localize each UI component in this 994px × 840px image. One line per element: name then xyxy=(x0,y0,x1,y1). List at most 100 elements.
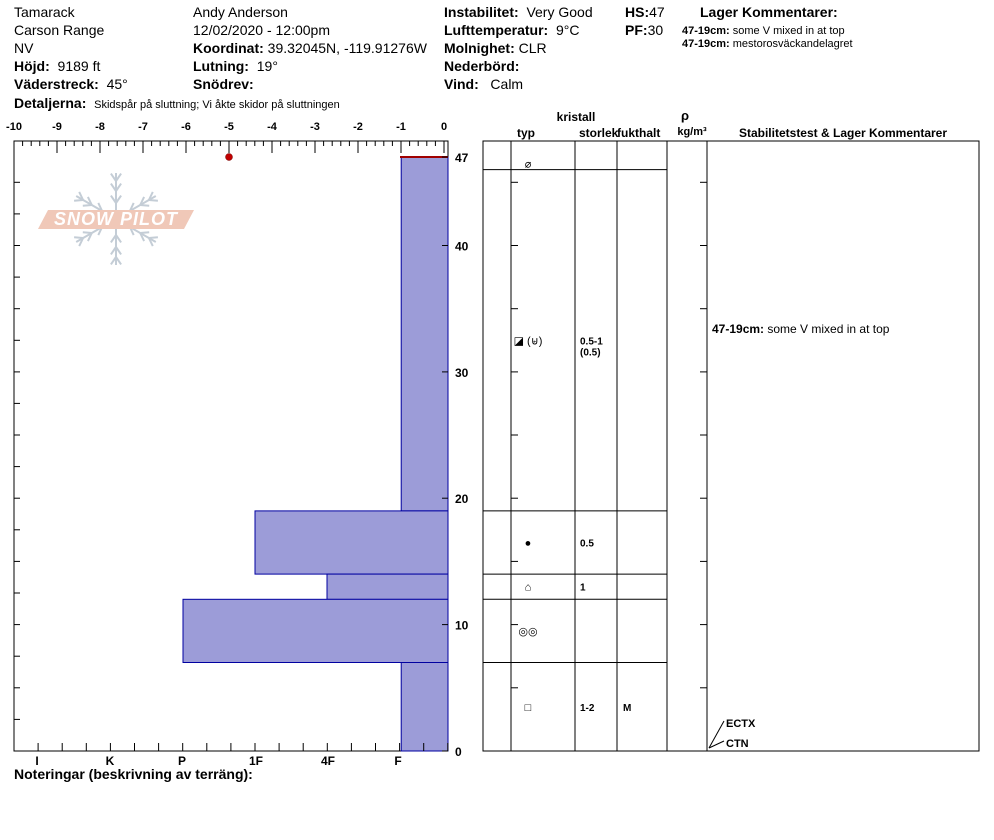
details-value: Skidspår på sluttning; Vi åkte skidor på… xyxy=(94,99,340,111)
stability-comment-range: 47-19cm: xyxy=(712,322,767,336)
temp-tick-label: -1 xyxy=(396,121,406,133)
hardness-tick-label: 4F xyxy=(321,754,335,768)
hardness-tick-label: I xyxy=(35,754,38,768)
snowflake-branch xyxy=(115,246,122,255)
coord-label: Koordinat: xyxy=(193,40,264,56)
stability-comment-text: some V mixed in at top xyxy=(767,322,889,336)
col-density-symbol: ρ xyxy=(681,108,689,123)
col-storlek-header: storlek xyxy=(579,126,619,140)
slope-label: Lutning: xyxy=(193,58,249,74)
height-tick-label: 0 xyxy=(455,745,462,759)
coord-value: 39.32045N, -119.91276W xyxy=(267,40,427,56)
snowflake-branch xyxy=(110,246,117,255)
height-tick-label: 40 xyxy=(455,240,469,254)
penetration-foot: PF:30 xyxy=(625,22,663,38)
elevation-label: Höjd: xyxy=(14,58,50,74)
snowflake-branch xyxy=(139,196,146,206)
wind-loading-label: Snödrev: xyxy=(193,76,254,92)
air-temp-label: Lufttemperatur: xyxy=(444,22,549,38)
snowflake-branch xyxy=(148,236,158,239)
details-label: Detaljerna: xyxy=(14,95,87,111)
snowflake-branch xyxy=(115,234,122,243)
temp-tick-label: -3 xyxy=(310,121,320,133)
grain-type-icon: ◎◎ xyxy=(518,626,537,638)
hardness-tick-label: K xyxy=(106,754,115,768)
sky-label: Molnighet: xyxy=(444,40,515,56)
snowflake-branch xyxy=(115,195,122,204)
snowflake-branch xyxy=(115,256,122,265)
grain-type-icon: ◪ (⊌) xyxy=(514,335,543,347)
instability: Instabilitet: Very Good xyxy=(444,4,593,20)
col-fukthalt-header: fukthalt xyxy=(617,126,660,140)
temperature-point xyxy=(225,153,233,161)
temp-tick-label: -9 xyxy=(52,121,62,133)
col-kristall-header: kristall xyxy=(557,110,596,124)
slope-value: 19° xyxy=(256,58,278,74)
hardness-bar xyxy=(182,598,449,663)
state-name: NV xyxy=(14,40,34,56)
layer-comment-range: 47-19cm: xyxy=(682,25,730,37)
snowflake-branch xyxy=(86,196,93,206)
col-stability-header: Stabilitetstest & Lager Kommentarer xyxy=(739,126,947,140)
elevation: Höjd: 9189 ft xyxy=(14,58,100,74)
notes-label: Noteringar (beskrivning av terräng): xyxy=(14,766,253,782)
wind: Vind: Calm xyxy=(444,76,523,92)
snowflake-branch xyxy=(110,183,117,192)
snowflake-branch xyxy=(78,191,85,201)
instability-value: Very Good xyxy=(526,4,593,20)
stability-test-arrow xyxy=(708,740,725,749)
snowflake-branch xyxy=(128,202,135,212)
aspect-value: 45° xyxy=(106,76,128,92)
wind-label: Vind: xyxy=(444,76,479,92)
grain-size-label: 0.5 xyxy=(580,539,594,550)
layer-comment-text: mestorosväckandelagret xyxy=(732,38,853,50)
logo-text: SNOW PILOT xyxy=(54,209,179,229)
grain-table-frame xyxy=(482,140,980,752)
air-temperature: Lufttemperatur: 9°C xyxy=(444,22,580,38)
snowflake-branch xyxy=(110,256,117,265)
hs-label: HS: xyxy=(625,4,650,20)
temp-tick-label: -6 xyxy=(181,121,191,133)
instability-label: Instabilitet: xyxy=(444,4,519,20)
grain-size-label: 1 xyxy=(580,583,586,594)
air-temp-value: 9°C xyxy=(556,22,580,38)
location-name: Tamarack xyxy=(14,4,75,20)
snow-height: HS:47 xyxy=(625,4,665,20)
snowflake-branch xyxy=(74,236,84,239)
snowflake-branch xyxy=(140,231,150,234)
grain-type-icon: ⌂ xyxy=(525,582,532,594)
layer-comment: 47-19cm: mestorosväckandelagret xyxy=(682,38,853,50)
stability-test-arrow xyxy=(708,720,725,749)
temp-tick-label: -8 xyxy=(95,121,105,133)
hardness-tick-label: P xyxy=(178,754,186,768)
grain-size-label: 1-2 xyxy=(580,703,595,714)
hardness-bar xyxy=(254,510,449,575)
coordinates: Koordinat: 39.32045N, -119.91276W xyxy=(193,40,427,56)
snowflake-branch xyxy=(110,173,117,182)
snowflake-branch xyxy=(147,191,154,201)
details: Detaljerna: Skidspår på sluttning; Vi åk… xyxy=(14,95,340,111)
temp-tick-label: -2 xyxy=(353,121,363,133)
snowflake-branch xyxy=(78,237,85,247)
snowflake-branch xyxy=(82,204,92,207)
grain-type-icon: ● xyxy=(525,538,532,550)
stability-test-label: ECTX xyxy=(726,718,756,730)
layer-comments-title: Lager Kommentarer: xyxy=(700,4,838,20)
snowflake-branch xyxy=(97,202,104,212)
snowflake-branch xyxy=(110,234,117,243)
height-tick-label: 20 xyxy=(455,492,469,506)
grain-size-label: 0.5-1 xyxy=(580,336,603,347)
hardness-bar xyxy=(400,662,449,752)
snowflake-branch xyxy=(86,232,93,242)
hardness-bar xyxy=(326,573,449,600)
snowflake-branch xyxy=(74,199,84,202)
moisture-label: M xyxy=(623,703,631,714)
stability-test-label: CTN xyxy=(726,738,749,750)
height-tick-label: 30 xyxy=(455,366,469,380)
temp-tick-label: -7 xyxy=(138,121,148,133)
height-tick-label: 10 xyxy=(455,619,469,633)
col-density-unit: kg/m³ xyxy=(677,126,707,138)
slope: Lutning: 19° xyxy=(193,58,278,74)
snowflake-branch xyxy=(147,237,154,247)
